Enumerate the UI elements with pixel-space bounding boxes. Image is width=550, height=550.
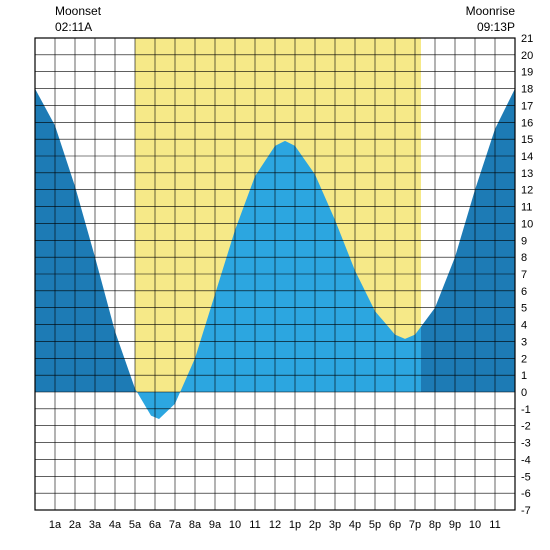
x-tick-label: 5p [369, 519, 381, 531]
x-tick-label: 2a [69, 519, 82, 531]
x-tick-label: 11 [249, 519, 260, 531]
y-tick-label: 16 [521, 117, 533, 129]
y-tick-label: 11 [521, 202, 532, 214]
y-tick-label: 18 [521, 84, 533, 96]
x-tick-label: 3p [329, 519, 341, 531]
x-tick-label: 7a [169, 519, 182, 531]
x-tick-label: 4p [349, 519, 361, 531]
moonset-title: Moonset [55, 4, 101, 20]
y-tick-label: 6 [521, 286, 527, 298]
y-tick-label: 10 [521, 218, 533, 230]
y-tick-label: 15 [521, 134, 533, 146]
y-tick-label: 13 [521, 168, 533, 180]
y-tick-label: 12 [521, 185, 533, 197]
moonset-time: 02:11A [55, 20, 101, 36]
y-tick-label: -7 [521, 505, 531, 517]
y-tick-label: -5 [521, 471, 531, 483]
x-tick-label: 10 [229, 519, 241, 531]
y-axis-ticks: 2120191817161514131211109876543210-1-2-3… [521, 33, 533, 517]
moonrise-time: 09:13P [466, 20, 515, 36]
moonrise-label: Moonrise 09:13P [466, 4, 515, 35]
y-tick-label: 0 [521, 387, 527, 399]
y-tick-label: 9 [521, 235, 527, 247]
x-tick-label: 12 [269, 519, 281, 531]
y-tick-label: 19 [521, 67, 533, 79]
y-tick-label: -3 [521, 438, 531, 450]
x-tick-label: 10 [469, 519, 481, 531]
y-tick-label: 21 [521, 33, 533, 45]
x-tick-label: 11 [489, 519, 500, 531]
x-tick-label: 6a [149, 519, 162, 531]
y-tick-label: 5 [521, 303, 527, 315]
x-tick-label: 5a [129, 519, 142, 531]
x-tick-label: 3a [89, 519, 102, 531]
y-tick-label: 17 [521, 100, 533, 112]
y-tick-label: -1 [521, 404, 531, 416]
tide-chart: Moonset 02:11A Moonrise 09:13P 1a 2a 3a 4a 5… [0, 0, 550, 550]
x-axis-ticks: 1a 2a 3a 4a 5a 6a 7a 8a 9a 10 11 12 1p 2p 3p 4p 5p 6p 7p 8p… [49, 519, 501, 531]
x-tick-label: 8p [429, 519, 441, 531]
moonset-label: Moonset 02:11A [55, 4, 101, 35]
y-tick-label: 4 [521, 320, 527, 332]
y-tick-label: 14 [521, 151, 533, 163]
x-tick-label: 1p [289, 519, 301, 531]
x-tick-label: 9p [449, 519, 461, 531]
moonrise-title: Moonrise [466, 4, 515, 20]
x-tick-label: 2p [309, 519, 321, 531]
y-tick-label: 20 [521, 50, 533, 62]
y-tick-label: 8 [521, 252, 527, 264]
y-tick-label: -4 [521, 454, 531, 466]
y-tick-label: 1 [521, 370, 527, 382]
x-tick-label: 7p [409, 519, 421, 531]
x-tick-label: 1a [49, 519, 62, 531]
y-tick-label: 2 [521, 353, 527, 365]
x-tick-label: 9a [209, 519, 222, 531]
chart-svg: 1a2a3a4a5a6a7a8a9a1011121p2p3p4p5p6p7p8p… [0, 0, 550, 550]
y-tick-label: -2 [521, 421, 531, 433]
x-tick-label: 4a [109, 519, 122, 531]
y-tick-label: 7 [521, 269, 527, 281]
y-tick-label: -6 [521, 488, 531, 500]
y-tick-label: 3 [521, 336, 527, 348]
x-tick-label: 6p [389, 519, 401, 531]
x-tick-label: 8a [189, 519, 202, 531]
